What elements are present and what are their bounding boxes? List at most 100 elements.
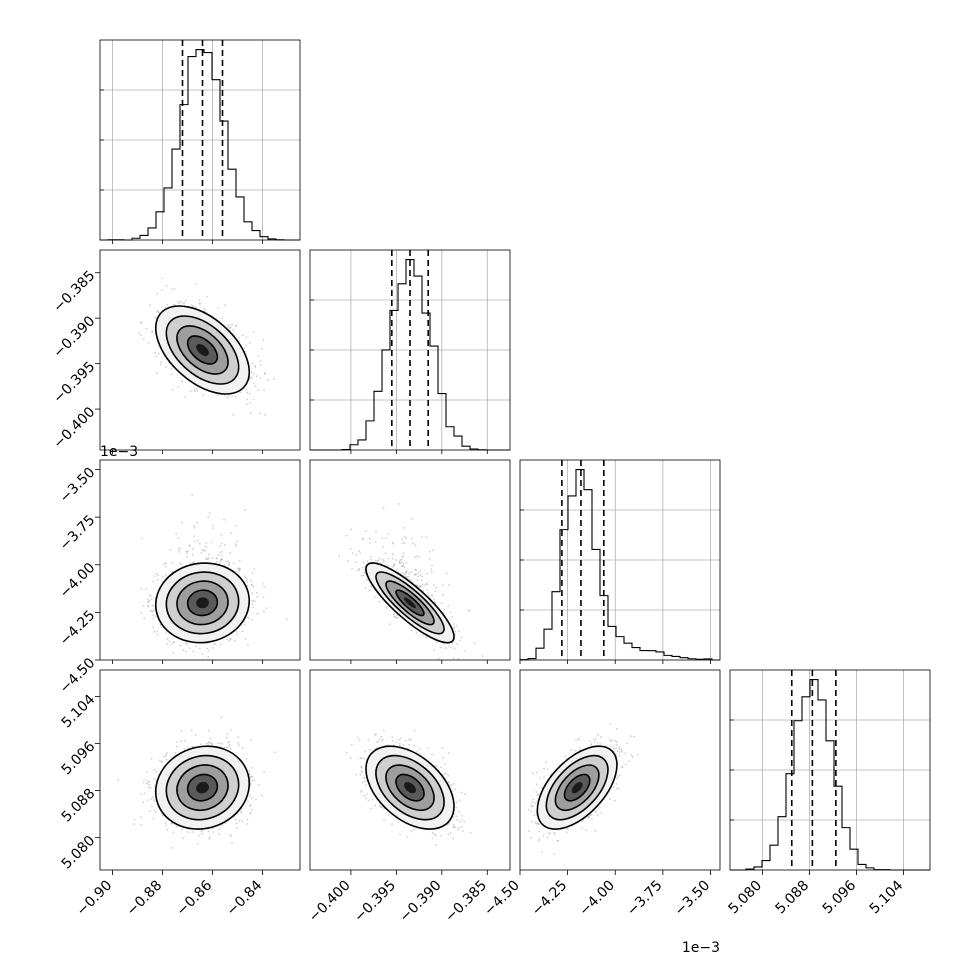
scatter-point — [241, 630, 244, 632]
contour-line — [186, 589, 219, 617]
scatter-point — [455, 624, 458, 627]
scatter-point — [145, 587, 148, 590]
scatter-point — [178, 551, 181, 553]
scatter-point — [468, 609, 470, 612]
scatter-point — [396, 568, 398, 571]
scatter-point — [400, 558, 403, 561]
scatter-point — [387, 533, 390, 536]
scatter-point — [399, 562, 401, 565]
scatter-point — [196, 539, 199, 542]
scatter-point — [369, 558, 372, 561]
panel-frame — [519, 459, 721, 661]
scatter-point — [146, 601, 149, 604]
scatter-point — [362, 537, 364, 540]
scatter-point — [212, 527, 215, 529]
scatter-point — [236, 540, 239, 543]
scatter-point — [416, 579, 419, 582]
scatter-point — [233, 562, 236, 565]
scatter-point — [249, 412, 252, 415]
scatter-point — [207, 656, 210, 658]
scatter-point — [356, 569, 359, 572]
contour-line — [165, 571, 240, 635]
scatter-point — [263, 389, 265, 391]
scatter-point — [199, 302, 201, 305]
scatter-point — [245, 579, 248, 582]
scatter-point — [189, 562, 192, 565]
scatter-point — [166, 828, 169, 831]
scatter-point — [244, 508, 246, 511]
scatter-point — [180, 563, 183, 565]
scatter-point — [440, 602, 443, 605]
scatter-point — [177, 386, 180, 388]
scatter-point — [194, 389, 196, 391]
panel-content — [138, 277, 275, 416]
scatter-point — [252, 606, 254, 608]
scatter-point — [381, 537, 384, 539]
hist-panel-0 — [99, 39, 301, 241]
scatter-point — [212, 524, 214, 527]
scatter-point — [237, 736, 240, 738]
scatter-point — [223, 564, 226, 567]
scatter-point — [364, 587, 367, 589]
scatter-point — [400, 561, 403, 564]
scatter-point — [414, 544, 417, 547]
scatter-point — [457, 657, 460, 660]
scatter-point — [420, 575, 423, 578]
scatter-point — [362, 561, 365, 564]
scatter-point — [265, 607, 268, 610]
scatter-point — [207, 516, 210, 519]
scatter-point — [445, 647, 448, 649]
scatter-point — [221, 317, 223, 320]
scatter-point — [273, 377, 275, 380]
scatter-point — [428, 594, 430, 597]
scatter-point — [425, 636, 427, 638]
hist-panel-2 — [519, 459, 721, 661]
scatter-point — [170, 367, 173, 370]
panel-frame — [309, 459, 511, 661]
scatter-point — [151, 331, 153, 333]
scatter-point — [439, 646, 442, 649]
scatter-point — [401, 542, 404, 545]
scatter-point — [399, 558, 402, 561]
scatter-point — [443, 611, 445, 614]
scatter-point — [207, 650, 210, 652]
scatter-point — [262, 596, 265, 598]
scatter-point — [156, 633, 159, 636]
scatter-point — [172, 640, 175, 643]
scatter-point — [230, 637, 232, 640]
scatter-point — [235, 630, 238, 633]
scatter-point — [243, 575, 246, 577]
scatter-point — [205, 557, 208, 560]
scatter-point — [256, 612, 259, 615]
scatter-point — [196, 387, 198, 390]
scatter-point — [203, 307, 206, 310]
scatter-point — [366, 560, 369, 563]
scatter-point — [184, 650, 187, 653]
scatter-point — [251, 775, 254, 778]
scatter-point — [228, 327, 231, 330]
scatter-point — [228, 395, 231, 397]
scatter-point — [188, 545, 191, 547]
scatter-point — [199, 302, 201, 305]
scatter-point — [211, 647, 214, 649]
scatter-point — [389, 623, 391, 625]
scatter-point — [164, 306, 167, 309]
scatter-point — [140, 321, 142, 323]
scatter-point — [417, 572, 419, 574]
scatter-point — [392, 542, 395, 545]
scatter-point — [235, 396, 237, 398]
scatter-point — [231, 323, 234, 326]
scatter-point — [401, 556, 404, 558]
scatter-point — [177, 300, 179, 303]
scatter-point — [430, 568, 433, 571]
scatter-point — [186, 642, 189, 645]
scatter-point — [143, 617, 146, 620]
grid — [310, 250, 510, 450]
scatter-point — [169, 549, 172, 551]
scatter-point — [157, 573, 159, 576]
scatter-point — [262, 338, 265, 341]
scatter-point — [361, 567, 364, 569]
histogram-step — [730, 678, 930, 871]
scatter-point — [467, 609, 470, 612]
density-panel-2-1 — [309, 459, 511, 661]
